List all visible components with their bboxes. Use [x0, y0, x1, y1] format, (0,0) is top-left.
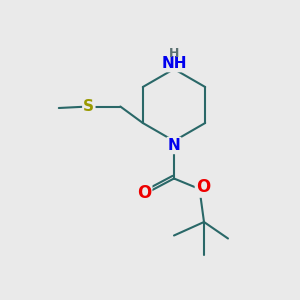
- Text: H: H: [169, 47, 179, 60]
- Text: S: S: [83, 99, 94, 114]
- Text: N: N: [168, 138, 180, 153]
- Text: O: O: [196, 178, 210, 196]
- Text: O: O: [137, 184, 151, 202]
- Text: NH: NH: [161, 56, 187, 71]
